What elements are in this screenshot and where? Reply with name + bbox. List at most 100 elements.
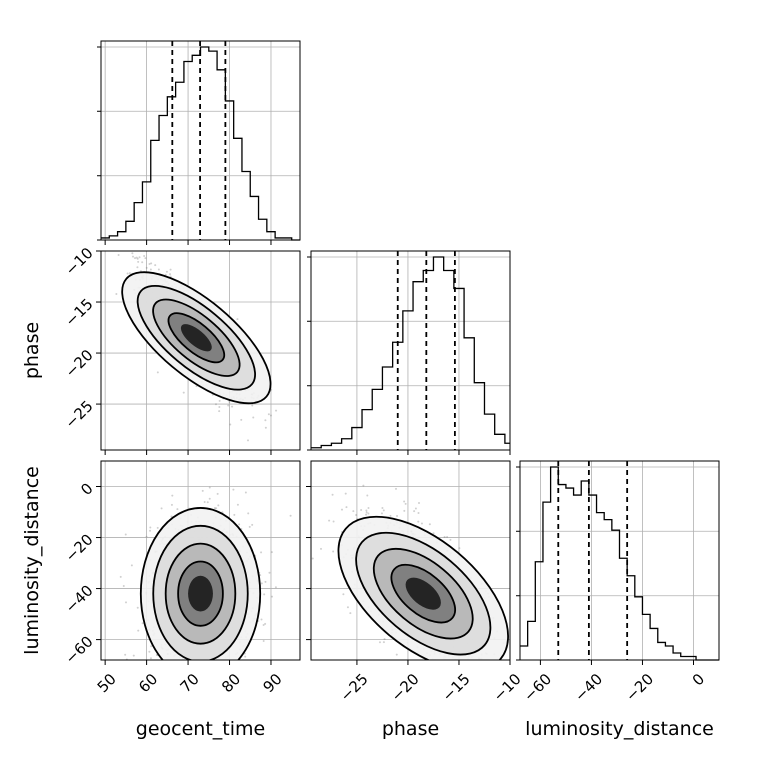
- sample-point: [416, 664, 418, 666]
- sample-point: [260, 551, 263, 554]
- sample-point: [211, 671, 213, 673]
- sample-point: [263, 593, 266, 596]
- y-tick-label: −10: [62, 244, 97, 279]
- sample-point: [464, 662, 466, 664]
- sample-point: [216, 662, 218, 664]
- sample-point: [311, 557, 314, 560]
- sample-point: [417, 512, 420, 515]
- sample-point: [502, 708, 504, 710]
- y-tick-label: 0: [77, 479, 96, 498]
- y-tick-label: −40: [62, 581, 97, 616]
- sample-point: [165, 270, 168, 273]
- sample-point: [443, 535, 446, 538]
- sample-point: [365, 511, 368, 514]
- sample-point: [145, 266, 148, 269]
- sample-point: [218, 410, 221, 413]
- sample-point: [231, 661, 233, 663]
- sample-point: [217, 677, 219, 679]
- histogram-frame-geocent_time: [100, 40, 301, 241]
- sample-point: [485, 671, 487, 673]
- sample-point: [439, 669, 441, 671]
- sample-point: [289, 514, 292, 517]
- sample-point: [433, 665, 435, 667]
- sample-point: [383, 638, 386, 641]
- sample-point: [223, 664, 225, 666]
- sample-point: [360, 509, 363, 512]
- sample-point: [149, 526, 152, 529]
- sample-point: [482, 668, 484, 670]
- sample-point: [362, 484, 365, 487]
- sample-point: [208, 497, 211, 500]
- y-axis-label-phase: phase: [21, 322, 43, 379]
- sample-point: [453, 666, 455, 668]
- sample-point: [420, 522, 423, 525]
- sample-point: [182, 663, 184, 665]
- sample-point: [345, 506, 348, 509]
- joint-frame-geocent_time-phase: [100, 250, 301, 451]
- sample-point: [194, 670, 196, 672]
- sample-point: [174, 666, 176, 668]
- sample-point: [213, 680, 215, 682]
- contour-1: [136, 284, 256, 391]
- joint-frame-geocent_time-luminosity_distance: [100, 460, 301, 661]
- sample-point: [149, 529, 152, 532]
- sample-point: [516, 648, 518, 650]
- sample-point: [251, 404, 254, 407]
- sample-point: [150, 645, 153, 648]
- sample-point: [211, 675, 213, 677]
- sample-point: [157, 268, 160, 271]
- sample-point: [233, 513, 236, 516]
- sample-point: [331, 493, 334, 496]
- sample-point: [476, 666, 478, 668]
- grid: [520, 461, 719, 660]
- sample-point: [171, 494, 174, 497]
- sample-point: [150, 262, 153, 265]
- sample-point: [215, 666, 217, 668]
- sample-point: [136, 606, 139, 609]
- sample-point: [203, 501, 206, 504]
- x-axis-label-geocent_time: geocent_time: [136, 718, 265, 740]
- joint-geocent_time-phase: [115, 252, 278, 442]
- sample-point: [238, 523, 241, 526]
- sample-point: [217, 504, 220, 507]
- sample-point: [154, 264, 157, 267]
- sample-point: [182, 391, 185, 394]
- sample-point: [238, 662, 240, 664]
- sample-point: [396, 514, 399, 517]
- sample-point: [117, 254, 120, 257]
- sample-point: [270, 595, 273, 598]
- contour-3: [390, 563, 456, 624]
- sample-point: [264, 622, 267, 625]
- sample-point: [141, 622, 144, 625]
- sample-point: [149, 268, 152, 271]
- sample-point: [169, 268, 172, 271]
- sample-point: [365, 513, 368, 516]
- sample-point: [226, 670, 228, 672]
- sample-point: [214, 403, 217, 406]
- sample-point: [236, 503, 239, 506]
- sample-point: [252, 416, 255, 419]
- histogram-phase: [311, 256, 510, 449]
- x-tick-label: 0: [689, 670, 708, 689]
- sample-point: [513, 640, 515, 642]
- sample-point: [367, 512, 370, 515]
- sample-point: [156, 526, 159, 529]
- sample-point: [449, 538, 452, 541]
- sample-point: [136, 266, 139, 269]
- sample-point: [148, 262, 151, 265]
- sample-point: [434, 673, 436, 675]
- sample-point: [135, 256, 138, 259]
- sample-point: [170, 687, 172, 689]
- sample-point: [267, 413, 270, 416]
- sample-point: [429, 695, 431, 697]
- sample-point: [485, 669, 487, 671]
- sample-point: [214, 670, 216, 672]
- sample-point: [418, 502, 421, 505]
- sample-point: [404, 502, 407, 505]
- sample-point: [275, 409, 278, 412]
- sample-point: [218, 405, 221, 408]
- sample-point: [494, 714, 496, 716]
- sample-point: [206, 501, 209, 504]
- sample-point: [238, 664, 240, 666]
- sample-point: [427, 674, 429, 676]
